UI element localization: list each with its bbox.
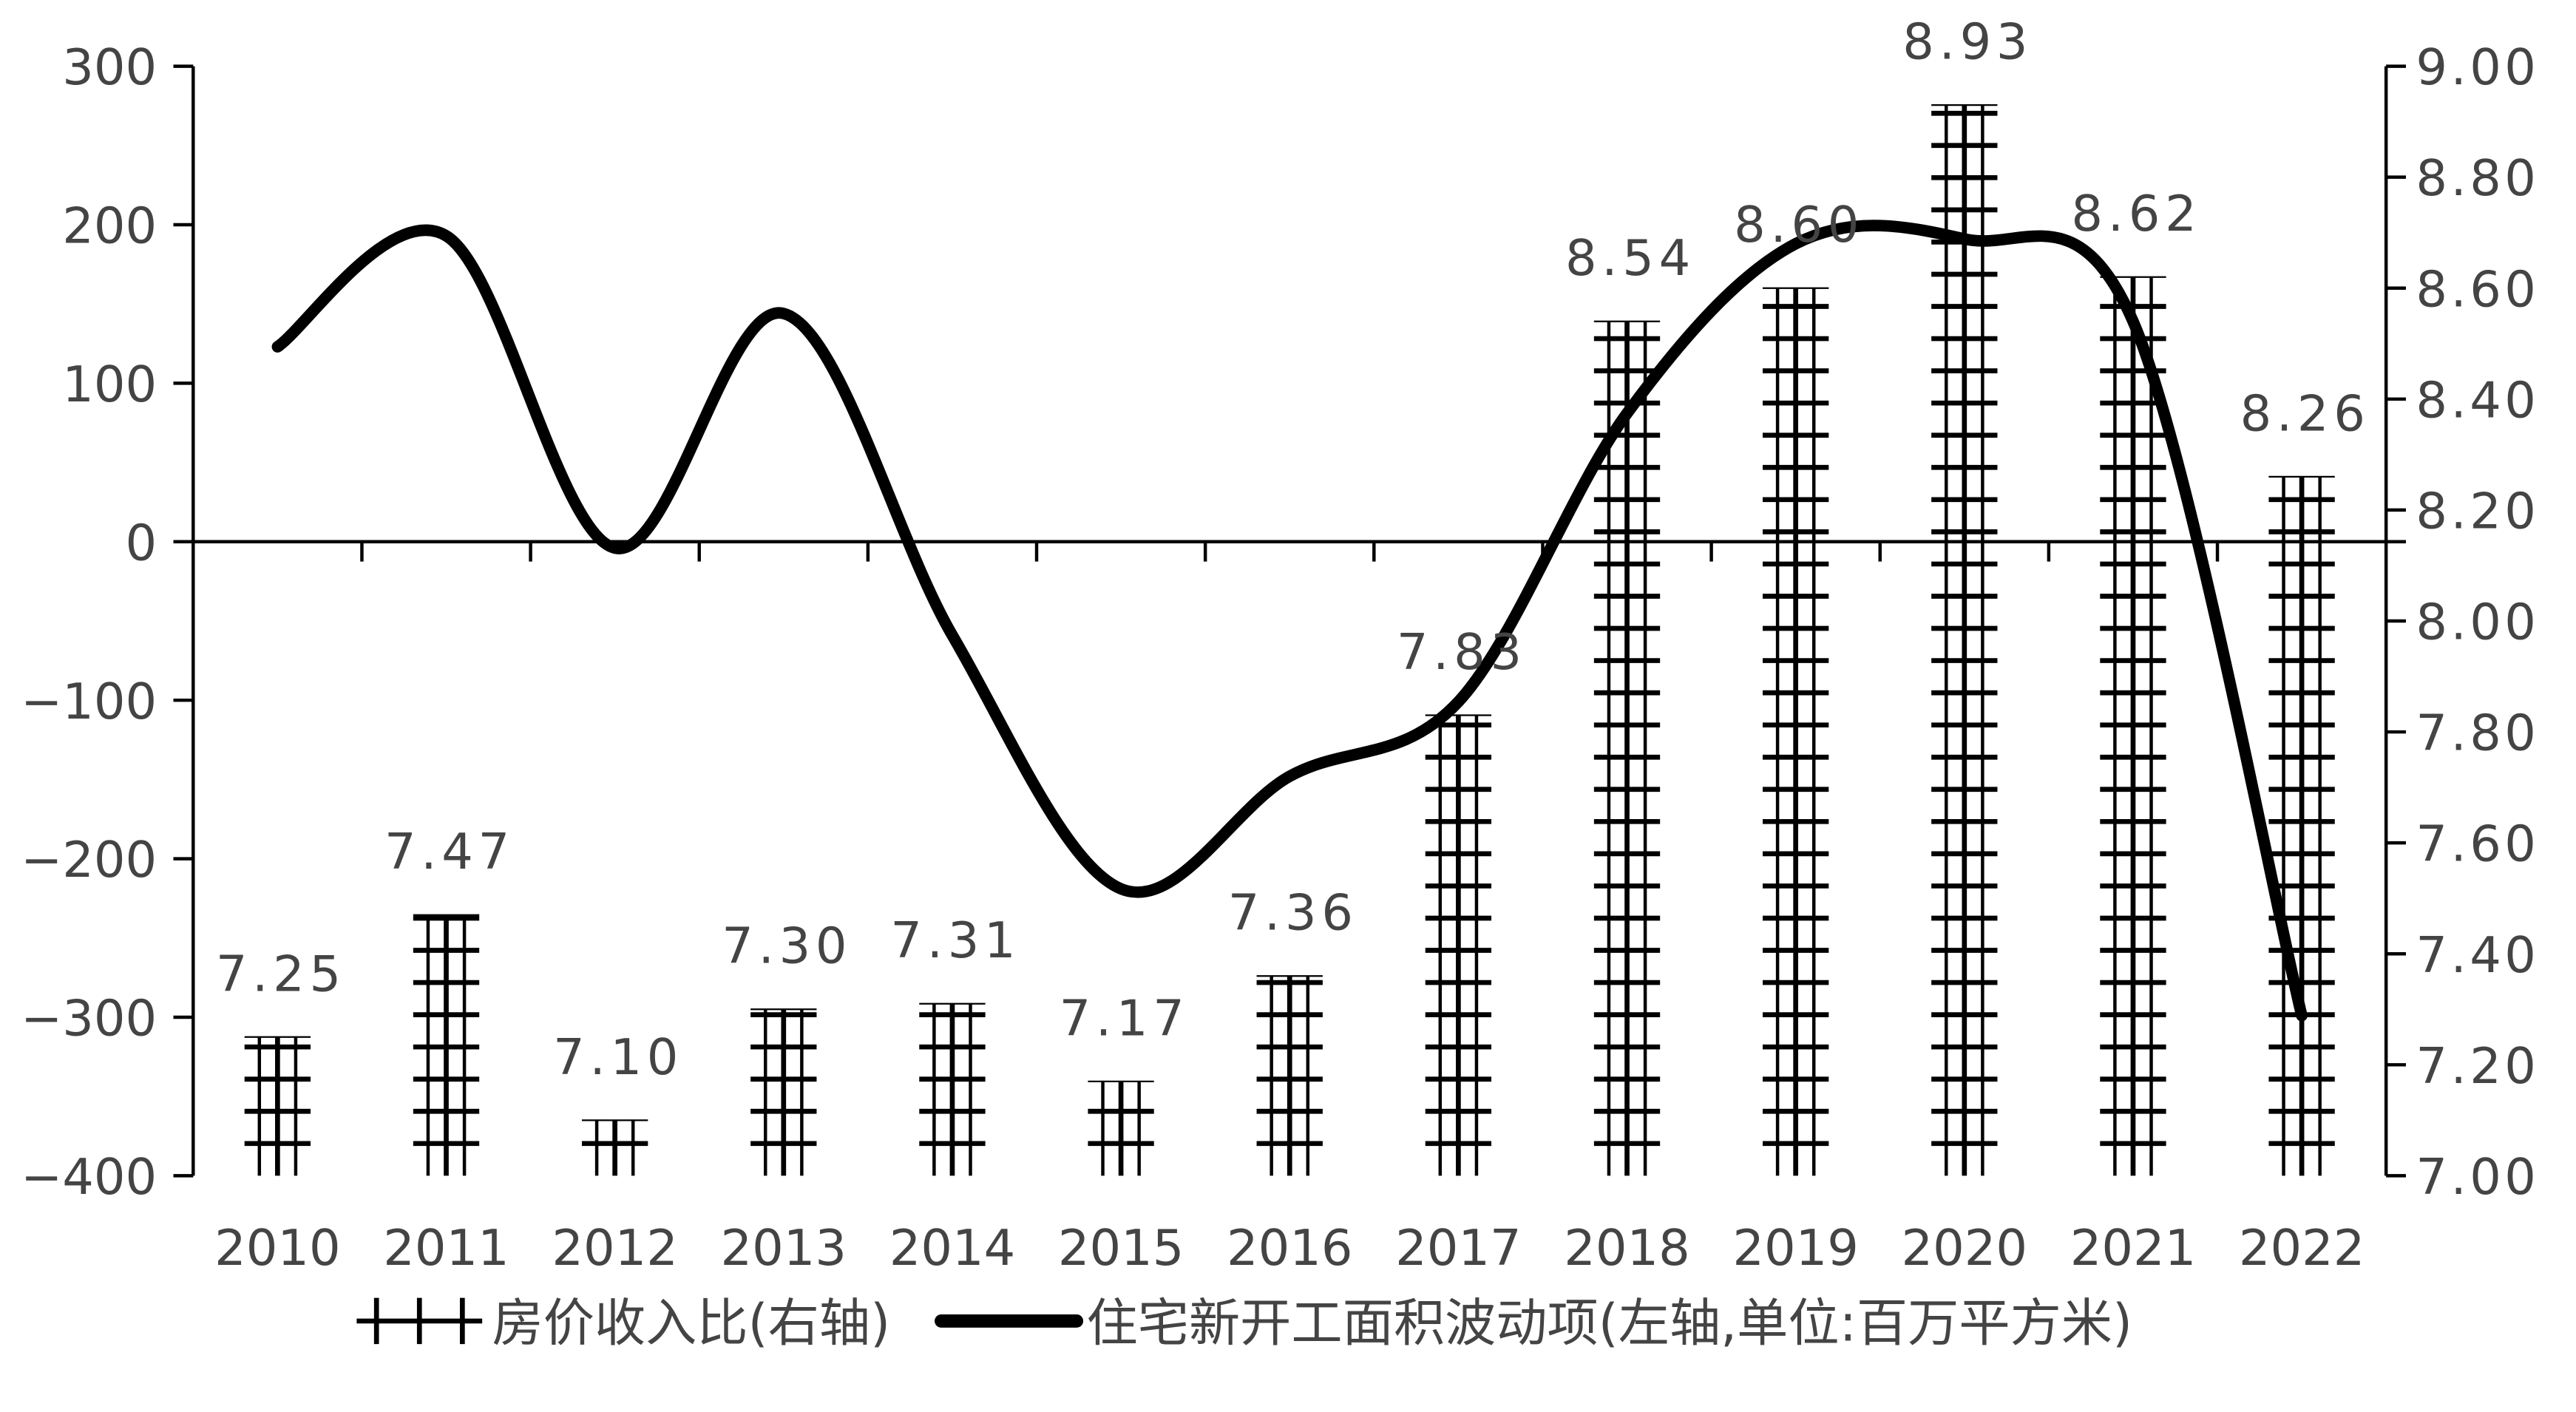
data-label: 7.30 bbox=[722, 917, 852, 975]
x-tick-label: 2017 bbox=[1395, 1219, 1522, 1277]
data-label: 7.10 bbox=[553, 1028, 683, 1086]
x-tick-label: 2010 bbox=[214, 1219, 341, 1277]
left-tick-label: −400 bbox=[21, 1148, 157, 1206]
left-tick-label: −300 bbox=[21, 990, 157, 1048]
right-tick-label: 7.00 bbox=[2416, 1148, 2539, 1206]
x-tick-label: 2019 bbox=[1732, 1219, 1859, 1277]
x-tick-label: 2018 bbox=[1564, 1219, 1690, 1277]
data-label: 7.83 bbox=[1397, 623, 1527, 681]
data-label: 7.17 bbox=[1060, 989, 1190, 1047]
data-label: 8.93 bbox=[1902, 13, 2033, 71]
left-tick-label: 200 bbox=[62, 197, 157, 255]
bar-2012 bbox=[581, 1119, 648, 1176]
bar-2017 bbox=[1425, 714, 1492, 1176]
bar-2018 bbox=[1593, 320, 1661, 1176]
right-tick-label: 7.80 bbox=[2416, 705, 2539, 762]
bar-2016 bbox=[1256, 975, 1323, 1176]
data-label: 7.25 bbox=[216, 945, 346, 1002]
right-tick-label: 8.40 bbox=[2416, 371, 2539, 429]
left-tick-label: 0 bbox=[126, 514, 157, 571]
legend-line-label: 住宅新开工面积波动项(左轴,单位:百万平方米) bbox=[1087, 1294, 2132, 1354]
data-label: 8.54 bbox=[1565, 229, 1695, 287]
bar-2011 bbox=[413, 914, 480, 1176]
bar-2019 bbox=[1762, 287, 1829, 1176]
bar-2020 bbox=[1931, 103, 1998, 1176]
series-line bbox=[271, 220, 2308, 1022]
x-tick-label: 2022 bbox=[2239, 1219, 2365, 1277]
data-label: 8.26 bbox=[2240, 384, 2370, 442]
data-label: 7.36 bbox=[1228, 884, 1358, 942]
right-tick-label: 8.20 bbox=[2416, 482, 2539, 540]
right-tick-label: 7.40 bbox=[2416, 926, 2539, 984]
data-label: 8.60 bbox=[1734, 196, 1864, 254]
bar-2010 bbox=[244, 1036, 311, 1176]
bar-2022 bbox=[2268, 475, 2335, 1176]
x-tick-label: 2020 bbox=[1902, 1219, 2028, 1277]
right-tick-label: 8.80 bbox=[2416, 149, 2539, 207]
right-tick-label: 7.60 bbox=[2416, 815, 2539, 873]
x-tick-label: 2013 bbox=[721, 1219, 847, 1277]
bar-2014 bbox=[919, 1002, 986, 1176]
data-label: 7.47 bbox=[384, 823, 515, 880]
x-tick-label: 2011 bbox=[383, 1219, 509, 1277]
left-tick-label: −100 bbox=[21, 673, 157, 730]
x-tick-label: 2021 bbox=[2070, 1219, 2197, 1277]
legend-bar-swatch bbox=[356, 1297, 483, 1345]
bar-2015 bbox=[1088, 1080, 1154, 1176]
x-tick-label: 2014 bbox=[889, 1219, 1016, 1277]
bar-2013 bbox=[750, 1008, 817, 1176]
left-tick-label: −200 bbox=[21, 831, 157, 889]
data-label: 7.31 bbox=[890, 912, 1020, 969]
data-label: 8.62 bbox=[2071, 185, 2201, 242]
legend-bar-label: 房价收入比(右轴) bbox=[492, 1294, 891, 1354]
right-tick-label: 8.00 bbox=[2416, 594, 2539, 651]
bar-2021 bbox=[2100, 276, 2166, 1176]
right-tick-label: 7.20 bbox=[2416, 1037, 2539, 1095]
axes-layer: 300 200 100 0 −100 −200 −300 −400 9.00 8.80 8.60 8.… bbox=[21, 38, 2539, 1277]
x-tick-label: 2012 bbox=[552, 1219, 678, 1277]
right-tick-label: 8.60 bbox=[2416, 260, 2539, 318]
legend: 房价收入比(右轴) 住宅新开工面积波动项(左轴,单位:百万平方米) bbox=[356, 1294, 2132, 1354]
right-tick-label: 9.00 bbox=[2416, 38, 2539, 96]
left-tick-label: 100 bbox=[62, 356, 157, 413]
bars-layer bbox=[244, 103, 2335, 1176]
labels-layer: 7.25 7.47 7.10 7.30 7.31 7.17 7.36 7.83 8.54 8.60… bbox=[216, 13, 2370, 1086]
x-tick-label: 2015 bbox=[1058, 1219, 1184, 1277]
left-tick-label: 300 bbox=[62, 38, 157, 96]
line-layer bbox=[271, 220, 2308, 1022]
x-tick-label: 2016 bbox=[1227, 1219, 1353, 1277]
